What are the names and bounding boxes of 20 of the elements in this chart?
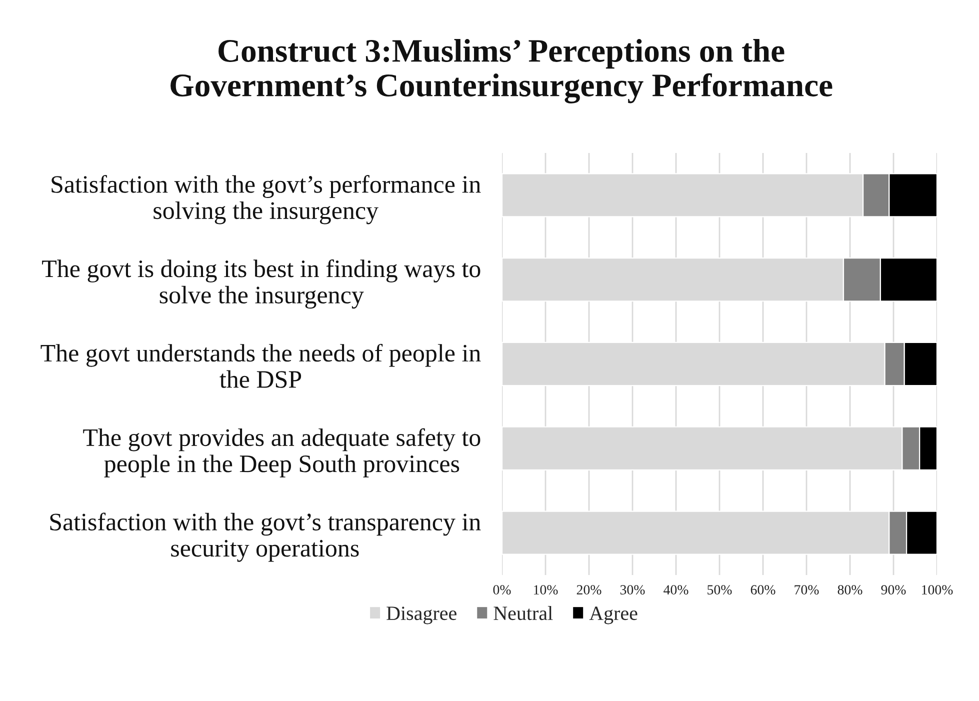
y-tick-label: Satisfaction with the govt’s transparency in security operations [50, 512, 481, 562]
legend-label: Disagree [386, 606, 456, 624]
x-tick-label: 0% [493, 585, 511, 595]
x-tick-label: 90% [881, 585, 906, 595]
x-tick-label: 80% [838, 585, 862, 595]
x-tick-label: 60% [750, 585, 776, 595]
y-tick-label: Satisfaction with the govt’s performance in solving the insurgency [52, 175, 481, 224]
y-tick-label: The govt is doing its best in finding ways to solve the insurgency [42, 259, 480, 309]
x-tick-label: 20% [576, 585, 602, 595]
x-tick-label: 70% [794, 585, 819, 595]
y-tick-label: The govt understands the needs of people in the DSP [40, 344, 481, 388]
chart-title: Construct 3:Muslims’ Perceptions on the Government’s Counterinsurgency Performance [170, 39, 832, 104]
legend-label: Neutral [494, 606, 553, 620]
x-tick-label: 10% [534, 585, 558, 595]
y-tick-label: The govt provides an adequate safety to people in the Deep South provinces [83, 428, 480, 478]
x-tick-label: 30% [620, 585, 645, 595]
x-tick-label: 40% [664, 585, 688, 595]
x-tick-label: 100% [922, 585, 953, 595]
legend-label: Agree [589, 606, 638, 624]
x-tick-label: 50% [708, 585, 732, 595]
